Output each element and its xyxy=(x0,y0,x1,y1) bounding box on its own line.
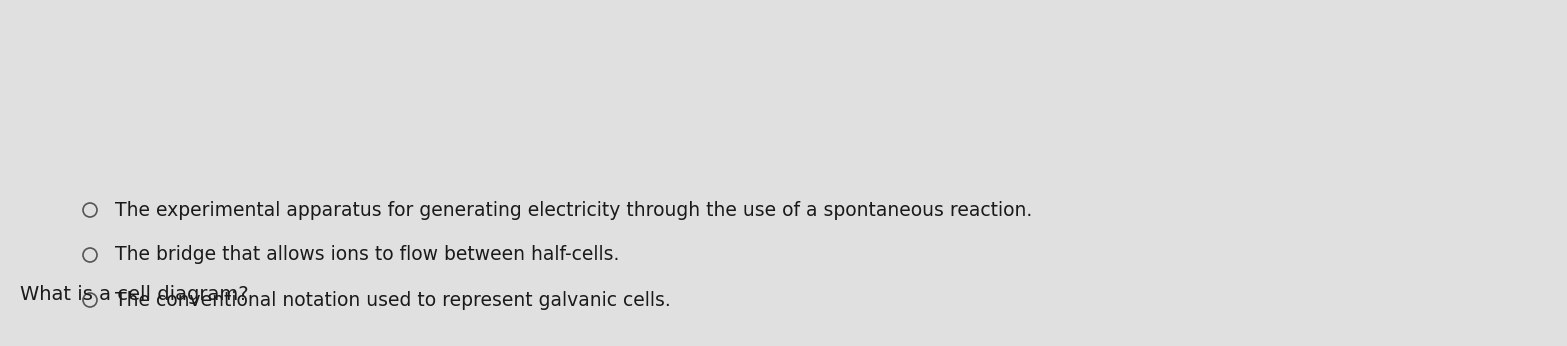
Text: The experimental apparatus for generating electricity through the use of a spont: The experimental apparatus for generatin… xyxy=(114,200,1033,219)
Text: What is a cell diagram?: What is a cell diagram? xyxy=(20,285,249,304)
Text: The bridge that allows ions to flow between half-cells.: The bridge that allows ions to flow betw… xyxy=(114,246,619,264)
Text: The conventional notation used to represent galvanic cells.: The conventional notation used to repres… xyxy=(114,291,671,310)
